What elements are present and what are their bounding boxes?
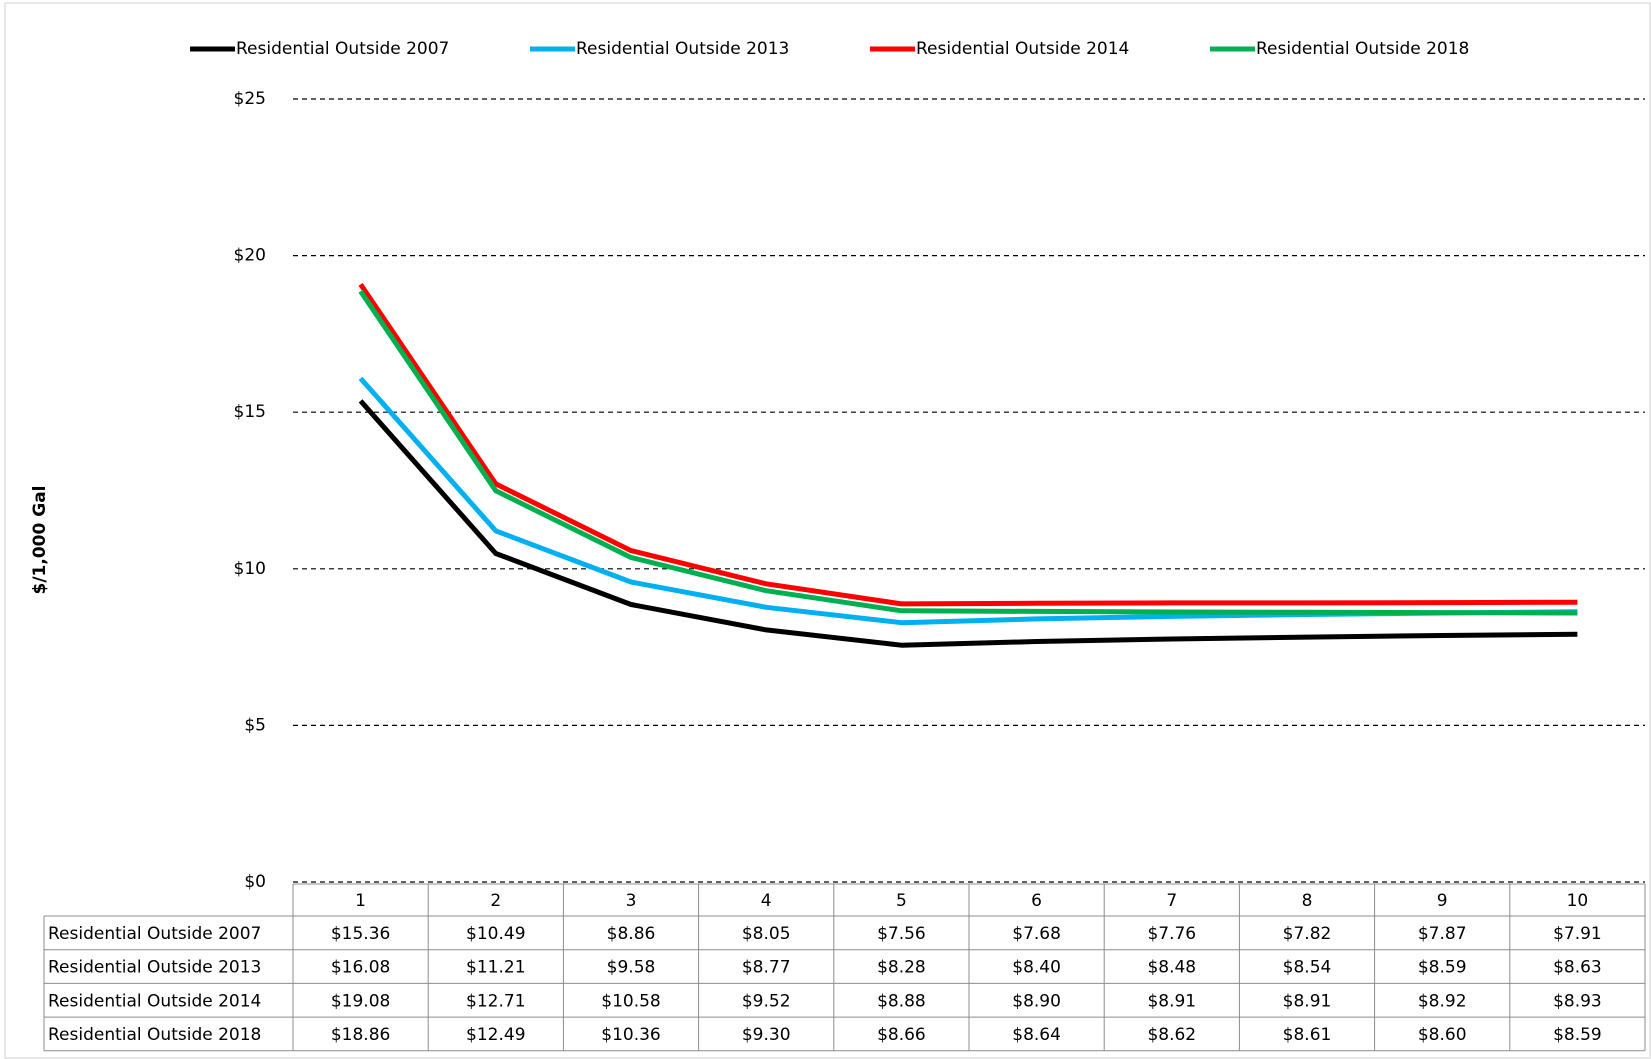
- y-tick-label: $0: [244, 872, 266, 892]
- table-cell: $12.71: [466, 991, 525, 1011]
- legend-label: Residential Outside 2007: [236, 39, 449, 59]
- chart-border: [4, 2, 1651, 1059]
- table-cell: $10.36: [601, 1025, 660, 1045]
- table-cell: $8.54: [1283, 958, 1332, 978]
- table-cell: $8.66: [877, 1025, 926, 1045]
- legend-label: Residential Outside 2018: [1256, 39, 1469, 59]
- table-cell: $8.48: [1147, 958, 1196, 978]
- series-line: [358, 282, 1578, 607]
- table-cell: $8.93: [1553, 991, 1602, 1011]
- table-cell: $10.49: [466, 924, 525, 944]
- x-tick-label: 8: [1302, 891, 1313, 911]
- table-cell: $18.86: [331, 1025, 390, 1045]
- table-row-label: Residential Outside 2014: [48, 991, 261, 1011]
- table-cell: $8.05: [742, 924, 791, 944]
- x-tick-label: 3: [626, 891, 637, 911]
- x-tick-label: 2: [490, 891, 501, 911]
- table-cell: $8.62: [1147, 1025, 1196, 1045]
- x-tick-label: 10: [1567, 891, 1589, 911]
- table-cell: $11.21: [466, 958, 525, 978]
- table-row-label: Residential Outside 2007: [48, 924, 261, 944]
- table-cell: $7.68: [1012, 924, 1061, 944]
- y-tick-label: $15: [234, 402, 266, 422]
- table-row-label: Residential Outside 2013: [48, 958, 261, 978]
- legend-label: Residential Outside 2014: [916, 39, 1129, 59]
- table-cell: $8.88: [877, 991, 926, 1011]
- table-cell: $8.59: [1553, 1025, 1602, 1045]
- table-cell: $8.61: [1283, 1025, 1332, 1045]
- y-tick-label: $5: [244, 715, 266, 735]
- series-line: [358, 399, 1578, 648]
- table-cell: $9.58: [607, 958, 656, 978]
- table-row-label: Residential Outside 2018: [48, 1025, 261, 1045]
- y-axis-title: $/1,000 Gal: [30, 486, 50, 595]
- table-cell: $15.36: [331, 924, 390, 944]
- table-cell: $8.77: [742, 958, 791, 978]
- table-cell: $10.58: [601, 991, 660, 1011]
- table-cell: $8.59: [1418, 958, 1467, 978]
- table-cell: $7.91: [1553, 924, 1602, 944]
- table-cell: $8.63: [1553, 958, 1602, 978]
- table-cell: $8.64: [1012, 1025, 1061, 1045]
- table-cell: $12.49: [466, 1025, 525, 1045]
- table-cell: $7.76: [1147, 924, 1196, 944]
- table-cell: $7.56: [877, 924, 926, 944]
- table-cell: $19.08: [331, 991, 390, 1011]
- table-cell: $9.52: [742, 991, 791, 1011]
- y-tick-label: $25: [234, 89, 266, 109]
- y-tick-label: $20: [234, 246, 266, 266]
- x-tick-label: 4: [761, 891, 772, 911]
- x-tick-label: 1: [355, 891, 366, 911]
- table-cell: $16.08: [331, 958, 390, 978]
- table-cell: $8.28: [877, 958, 926, 978]
- x-tick-label: 6: [1031, 891, 1042, 911]
- table-cell: $8.60: [1418, 1025, 1467, 1045]
- table-cell: $8.91: [1147, 991, 1196, 1011]
- legend-label: Residential Outside 2013: [576, 39, 789, 59]
- table-cell: $7.87: [1418, 924, 1467, 944]
- x-tick-label: 5: [896, 891, 907, 911]
- table-cell: $9.30: [742, 1025, 791, 1045]
- table-cell: $8.91: [1283, 991, 1332, 1011]
- x-tick-label: 9: [1437, 891, 1448, 911]
- table-cell: $8.90: [1012, 991, 1061, 1011]
- series-line: [358, 376, 1578, 626]
- table-cell: $8.92: [1418, 991, 1467, 1011]
- x-tick-label: 7: [1166, 891, 1177, 911]
- table-cell: $8.40: [1012, 958, 1061, 978]
- y-tick-label: $10: [234, 559, 266, 579]
- table-cell: $7.82: [1283, 924, 1332, 944]
- series-line: [358, 289, 1578, 616]
- table-cell: $8.86: [607, 924, 656, 944]
